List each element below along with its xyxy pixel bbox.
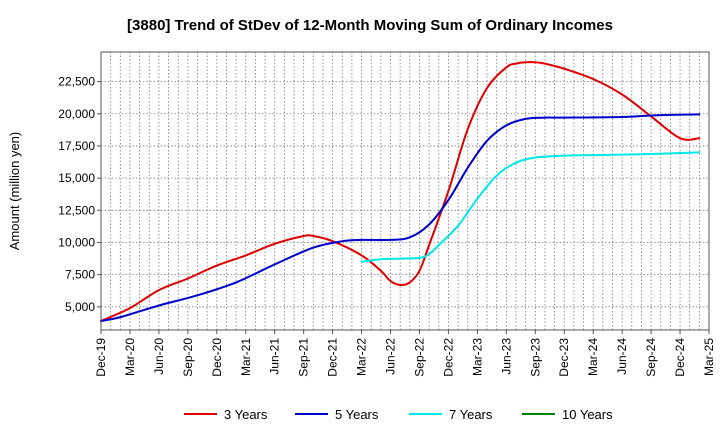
series-line-7-years bbox=[360, 151, 701, 263]
y-tick-label: 17,500 bbox=[58, 139, 95, 153]
x-tick-label: Sep-24 bbox=[644, 338, 658, 377]
legend-label-10-years: 10 Years bbox=[562, 407, 613, 422]
x-tick-label: Sep-23 bbox=[528, 338, 542, 377]
plot-area-border bbox=[100, 51, 710, 331]
grid-lines bbox=[101, 52, 709, 330]
x-tick-label: Jun-20 bbox=[152, 338, 166, 375]
x-tick-label: Jun-24 bbox=[615, 338, 629, 375]
series-line-5-years bbox=[100, 113, 701, 322]
x-tick-label: Mar-20 bbox=[123, 338, 137, 376]
legend: 3 Years 5 Years 7 Years 10 Years bbox=[184, 407, 613, 422]
y-axis-label: Amount (million yen) bbox=[7, 132, 22, 251]
y-tick-label: 10,000 bbox=[58, 235, 95, 249]
chart-title: [3880] Trend of StDev of 12-Month Moving… bbox=[127, 17, 613, 34]
x-tick-label: Jun-22 bbox=[384, 338, 398, 375]
x-tick-label: Dec-22 bbox=[441, 338, 455, 377]
y-tick-label: 15,000 bbox=[58, 171, 95, 185]
series-line-3-years bbox=[100, 61, 701, 322]
legend-label-3-years: 3 Years bbox=[224, 407, 268, 422]
y-tick-label: 7,500 bbox=[65, 268, 95, 282]
y-axis-ticks: 5,000 7,500 10,000 12,500 15,000 17,500 20,000… bbox=[58, 75, 101, 314]
x-tick-label: Mar-22 bbox=[355, 338, 369, 376]
x-tick-label: Sep-21 bbox=[297, 338, 311, 377]
x-tick-label: Mar-23 bbox=[470, 338, 484, 376]
x-tick-label: Mar-25 bbox=[702, 338, 716, 376]
x-tick-label: Mar-24 bbox=[586, 338, 600, 376]
x-tick-label: Dec-23 bbox=[557, 338, 571, 377]
x-tick-label: Sep-22 bbox=[412, 338, 426, 377]
x-tick-label: Dec-20 bbox=[210, 338, 224, 377]
x-axis-ticks: Dec-19 Mar-20 Jun-20 Sep-20 Dec-20 Mar-21 Jun-… bbox=[94, 330, 716, 377]
y-tick-label: 5,000 bbox=[65, 300, 95, 314]
x-tick-label: Dec-19 bbox=[94, 338, 108, 377]
x-tick-label: Jun-21 bbox=[268, 338, 282, 375]
y-tick-label: 12,500 bbox=[58, 203, 95, 217]
x-tick-label: Jun-23 bbox=[499, 338, 513, 375]
x-tick-label: Dec-21 bbox=[326, 338, 340, 377]
x-tick-label: Sep-20 bbox=[181, 338, 195, 377]
y-tick-label: 22,500 bbox=[58, 75, 95, 89]
legend-label-7-years: 7 Years bbox=[449, 407, 493, 422]
x-tick-label: Dec-24 bbox=[673, 338, 687, 377]
legend-label-5-years: 5 Years bbox=[335, 407, 379, 422]
x-tick-label: Mar-21 bbox=[239, 338, 253, 376]
y-tick-label: 20,000 bbox=[58, 107, 95, 121]
series-lines bbox=[100, 61, 701, 322]
